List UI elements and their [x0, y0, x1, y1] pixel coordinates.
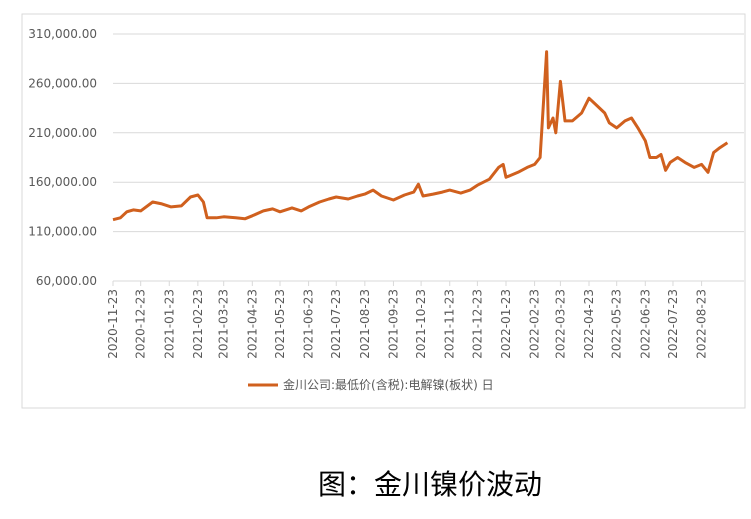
x-tick-label: 2022-03-23: [553, 289, 567, 359]
x-tick-label: 2022-05-23: [610, 289, 624, 359]
x-tick-label: 2022-08-23: [695, 289, 709, 359]
x-tick-label: 2020-12-23: [134, 289, 148, 359]
x-tick-label: 2021-06-23: [302, 289, 316, 359]
y-tick-label: 110,000.00: [28, 225, 97, 239]
x-tick-label: 2021-11-23: [443, 289, 457, 359]
y-tick-label: 310,000.00: [28, 27, 97, 41]
caption: 图：金川镍价波动: [318, 468, 542, 501]
x-tick-label: 2021-02-23: [191, 289, 205, 359]
chart-frame: [21, 13, 746, 409]
x-tick-label: 2021-03-23: [217, 289, 231, 359]
x-tick-label: 2021-07-23: [329, 289, 343, 359]
y-tick-label: 160,000.00: [28, 175, 97, 189]
x-tick-label: 2021-10-23: [414, 289, 428, 359]
x-tick-label: 2021-05-23: [273, 289, 287, 359]
x-tick-label: 2022-02-23: [528, 289, 542, 359]
legend-label: 金川公司:最低价(含税):电解镍(板状) 日: [283, 377, 494, 392]
x-tick-label: 2021-04-23: [245, 289, 259, 359]
x-tick-label: 2021-09-23: [386, 289, 400, 359]
y-tick-label: 210,000.00: [28, 126, 97, 140]
x-tick-label: 2021-12-23: [470, 289, 484, 359]
x-tick-label: 2022-06-23: [638, 289, 652, 359]
x-tick-label: 2021-01-23: [162, 289, 176, 359]
line: [112, 50, 729, 222]
y-tick-label: 260,000.00: [28, 76, 97, 90]
y-tick-label: 60,000.00: [36, 274, 97, 288]
x-tick-label: 2022-01-23: [499, 289, 513, 359]
x-tick-label: 2020-11-23: [106, 289, 120, 359]
x-tick-label: 2021-08-23: [358, 289, 372, 359]
x-tick-label: 2022-04-23: [582, 289, 596, 359]
x-tick-label: 2022-07-23: [666, 289, 680, 359]
